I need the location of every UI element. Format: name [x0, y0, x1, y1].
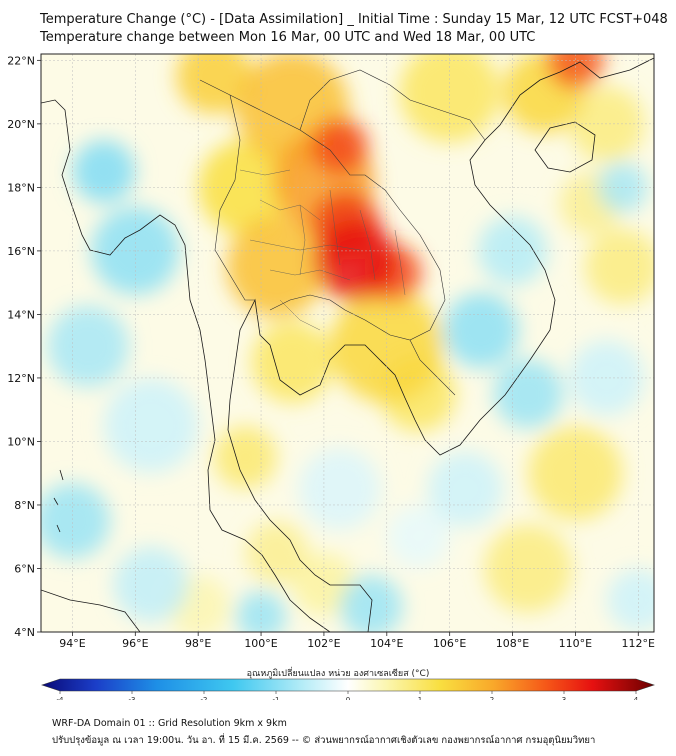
graticule: [41, 54, 654, 633]
lon-tick-label: 108°E: [496, 637, 529, 650]
lon-tick-label: 100°E: [244, 637, 277, 650]
temperature-cell: [176, 54, 252, 114]
lat-tick-label: 16°N: [7, 245, 35, 258]
lon-tick-label: 110°E: [559, 637, 592, 650]
temperature-cell: [386, 505, 450, 569]
colorbar-tick-label: 4: [634, 696, 639, 700]
longitude-labels: 94°E 96°E 98°E 100°E 102°E 104°E 106°E 108°E 110…: [59, 632, 655, 650]
lat-tick-label: 20°N: [7, 118, 35, 131]
temperature-cell: [226, 216, 328, 318]
coastline-andaman: [53, 469, 64, 533]
colorbar-gradient: [41, 678, 655, 692]
lat-tick-label: 14°N: [7, 308, 35, 321]
colorbar-tick-label: 3: [562, 696, 566, 700]
lat-tick-label: 4°N: [14, 626, 35, 639]
temperature-cell: [339, 575, 403, 632]
temperature-cell: [427, 451, 504, 527]
lat-tick-label: 22°N: [7, 54, 35, 67]
lon-tick-label: 102°E: [307, 637, 340, 650]
colorbar-tick-label: 2: [490, 696, 494, 700]
lat-tick-label: 10°N: [7, 435, 35, 448]
temperature-cell: [245, 521, 309, 584]
colorbar-label: อุณหภูมิเปลี่ยนแปลง หน่วย องศาเซลเซียส (…: [246, 669, 430, 679]
temperature-cell: [72, 140, 136, 203]
temperature-cell: [113, 546, 189, 623]
temperature-cell: [314, 219, 397, 302]
lon-tick-label: 104°E: [370, 637, 403, 650]
map-title: Temperature Change (°C) - [Data Assimila…: [40, 12, 668, 27]
update-credit: ปรับปรุงข้อมูล ณ เวลา 19:00น. วัน อา. ที…: [52, 735, 596, 746]
temperature-cell: [47, 305, 130, 388]
lat-tick-label: 6°N: [14, 562, 35, 575]
lon-tick-label: 112°E: [622, 637, 655, 650]
temperature-cell: [484, 524, 573, 613]
lon-tick-label: 106°E: [433, 637, 466, 650]
latitude-labels: 4°N 6°N 8°N 10°N 12°N 14°N 16°N 18°N 20°N 22°N: [7, 54, 41, 639]
lat-tick-label: 8°N: [14, 499, 35, 512]
lon-tick-label: 96°E: [122, 637, 148, 650]
colorbar-tick-label: -3: [129, 696, 136, 700]
temperature-cell: [103, 378, 199, 473]
colorbar-tick-label: 0: [346, 696, 350, 700]
temperature-cell: [584, 229, 654, 305]
lat-tick-label: 12°N: [7, 372, 35, 385]
temperature-change-map: 94°E 96°E 98°E 100°E 102°E 104°E 106°E 108°E 110…: [7, 53, 655, 700]
province-borders: [239, 169, 406, 331]
lat-tick-label: 18°N: [7, 181, 35, 194]
map-frame: [40, 53, 655, 633]
temperature-cell: [547, 54, 604, 89]
temperature-cell: [213, 425, 277, 489]
colorbar-tick-label: -1: [273, 696, 280, 700]
temperature-cell: [528, 426, 623, 521]
field-layer: [41, 54, 654, 632]
lon-tick-label: 98°E: [185, 637, 211, 650]
colorbar-tick-label: -4: [57, 696, 65, 700]
model-info: WRF-DA Domain 01 :: Grid Resolution 9km …: [52, 718, 287, 729]
coastline-hainan: [534, 121, 596, 173]
map-subtitle: Temperature change between Mon 16 Mar, 0…: [40, 30, 536, 45]
temperature-cell: [298, 448, 381, 530]
temperature-cell: [311, 117, 368, 175]
coastline-sumatra: [41, 589, 141, 632]
country-borders: [199, 69, 486, 396]
temperature-cell: [493, 359, 563, 429]
lon-tick-label: 94°E: [59, 637, 85, 650]
temperature-cell: [606, 568, 654, 632]
coastlines-and-borders: [41, 57, 654, 632]
colorbar-tick-label: -2: [201, 696, 208, 700]
temperature-cell: [443, 292, 519, 368]
temperature-cell: [41, 483, 111, 559]
temperature-cell: [251, 321, 334, 403]
colorbar: -4 -3 -2 -1 0 1 2 3 4: [41, 678, 655, 700]
colorbar-tick-label: 1: [418, 696, 422, 700]
colorbar-ticks: -4 -3 -2 -1 0 1 2 3 4: [57, 691, 639, 700]
